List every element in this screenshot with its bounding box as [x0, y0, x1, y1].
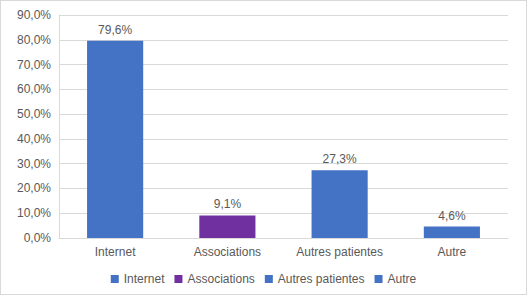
- svg-text:0,0%: 0,0%: [24, 231, 52, 245]
- svg-text:70,0%: 70,0%: [17, 58, 51, 72]
- svg-text:Autres patientes: Autres patientes: [296, 245, 383, 259]
- svg-text:Internet: Internet: [95, 245, 136, 259]
- svg-text:30,0%: 30,0%: [17, 157, 51, 171]
- svg-text:40,0%: 40,0%: [17, 132, 51, 146]
- svg-text:80,0%: 80,0%: [17, 33, 51, 47]
- svg-text:20,0%: 20,0%: [17, 181, 51, 195]
- svg-text:60,0%: 60,0%: [17, 82, 51, 96]
- svg-text:Autre: Autre: [388, 272, 417, 286]
- svg-text:Internet: Internet: [124, 272, 165, 286]
- svg-text:27,3%: 27,3%: [323, 152, 357, 166]
- svg-text:Associations: Associations: [187, 272, 254, 286]
- svg-text:90,0%: 90,0%: [17, 8, 51, 22]
- svg-text:4,6%: 4,6%: [438, 209, 466, 223]
- svg-text:Autres patientes: Autres patientes: [278, 272, 365, 286]
- svg-text:Associations: Associations: [194, 245, 261, 259]
- svg-text:9,1%: 9,1%: [214, 197, 242, 211]
- svg-text:10,0%: 10,0%: [17, 206, 51, 220]
- svg-text:Autre: Autre: [438, 245, 467, 259]
- svg-text:50,0%: 50,0%: [17, 107, 51, 121]
- svg-text:79,6%: 79,6%: [98, 23, 132, 37]
